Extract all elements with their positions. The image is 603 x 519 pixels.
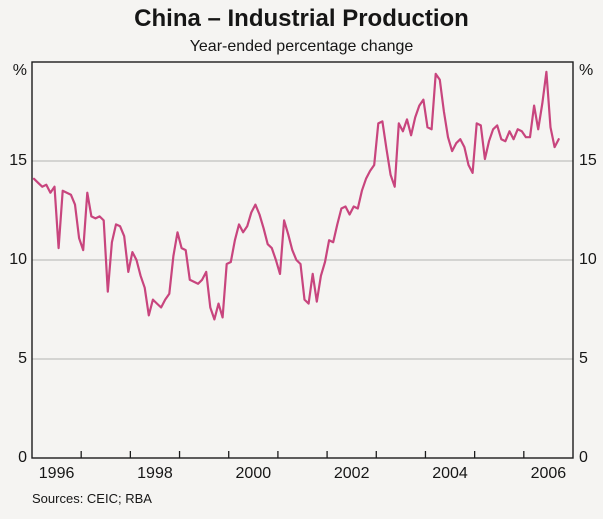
y-axis-label-right-5: 5 bbox=[579, 350, 588, 367]
x-axis-label-2006: 2006 bbox=[530, 465, 567, 482]
y-axis-unit-right: % bbox=[579, 62, 594, 79]
sources-note: Sources: CEIC; RBA bbox=[32, 491, 152, 506]
x-axis-label-1998: 1998 bbox=[137, 465, 173, 482]
chart-subtitle: Year-ended percentage change bbox=[189, 38, 414, 55]
y-axis-label-left-5: 5 bbox=[18, 350, 27, 367]
y-axis-unit-left: % bbox=[12, 62, 27, 79]
chart-title: China – Industrial Production bbox=[134, 5, 469, 32]
x-axis-label-1996: 1996 bbox=[38, 465, 75, 482]
y-axis-label-left-15: 15 bbox=[9, 152, 27, 169]
x-axis-label-2000: 2000 bbox=[235, 465, 272, 482]
x-axis-label-2004: 2004 bbox=[432, 465, 468, 482]
plot-frame bbox=[31, 61, 574, 459]
y-axis-label-right-10: 10 bbox=[579, 251, 597, 268]
ip-series-line bbox=[32, 70, 560, 321]
y-axis-label-right-15: 15 bbox=[579, 152, 597, 169]
y-axis-label-left-10: 10 bbox=[9, 251, 27, 268]
y-axis-label-right-0: 0 bbox=[579, 449, 588, 466]
y-axis-label-left-0: 0 bbox=[18, 449, 27, 466]
x-axis-label-2002: 2002 bbox=[333, 465, 370, 482]
